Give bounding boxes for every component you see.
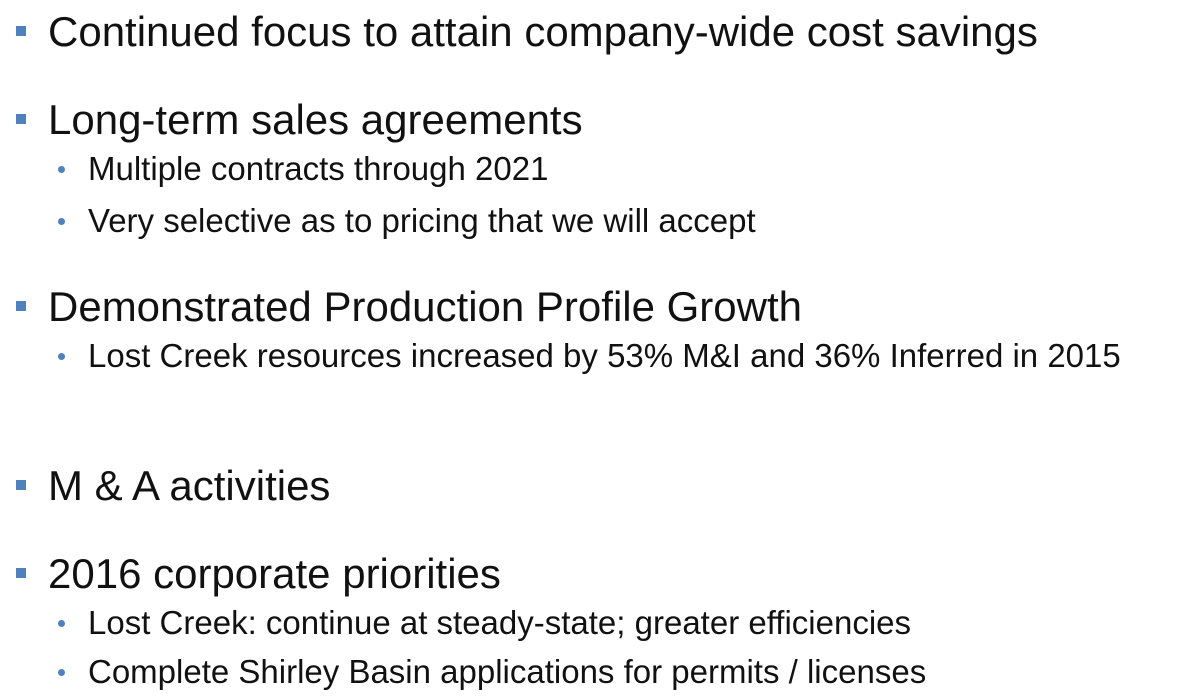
bullet-marker (16, 480, 26, 490)
sub-bullet-text: Complete Shirley Basin applications for … (88, 653, 927, 690)
bullet-text: 2016 corporate priorities (48, 550, 501, 597)
bullet-marker (16, 114, 26, 124)
bullet-marker (16, 26, 26, 36)
sub-bullet-marker (58, 353, 65, 360)
sub-bullet-marker (58, 620, 65, 627)
sub-bullet-marker (58, 669, 65, 676)
sub-bullet-text: Lost Creek resources increased by 53% M&… (88, 337, 1121, 374)
bullet-text: Continued focus to attain company-wide c… (48, 8, 1038, 55)
bullet-text: Demonstrated Production Profile Growth (48, 283, 803, 330)
bullet-text: M & A activities (48, 462, 331, 509)
sub-bullet-marker (58, 218, 65, 225)
bullet-text: Long-term sales agreements (48, 96, 583, 143)
sub-bullet-text: Multiple contracts through 2021 (88, 150, 549, 187)
bullet-marker (16, 568, 26, 578)
sub-bullet-text: Very selective as to pricing that we wil… (88, 202, 756, 239)
sub-bullet-marker (58, 166, 65, 173)
bullet-marker (16, 301, 26, 311)
sub-bullet-text: Lost Creek: continue at steady-state; gr… (88, 604, 912, 641)
